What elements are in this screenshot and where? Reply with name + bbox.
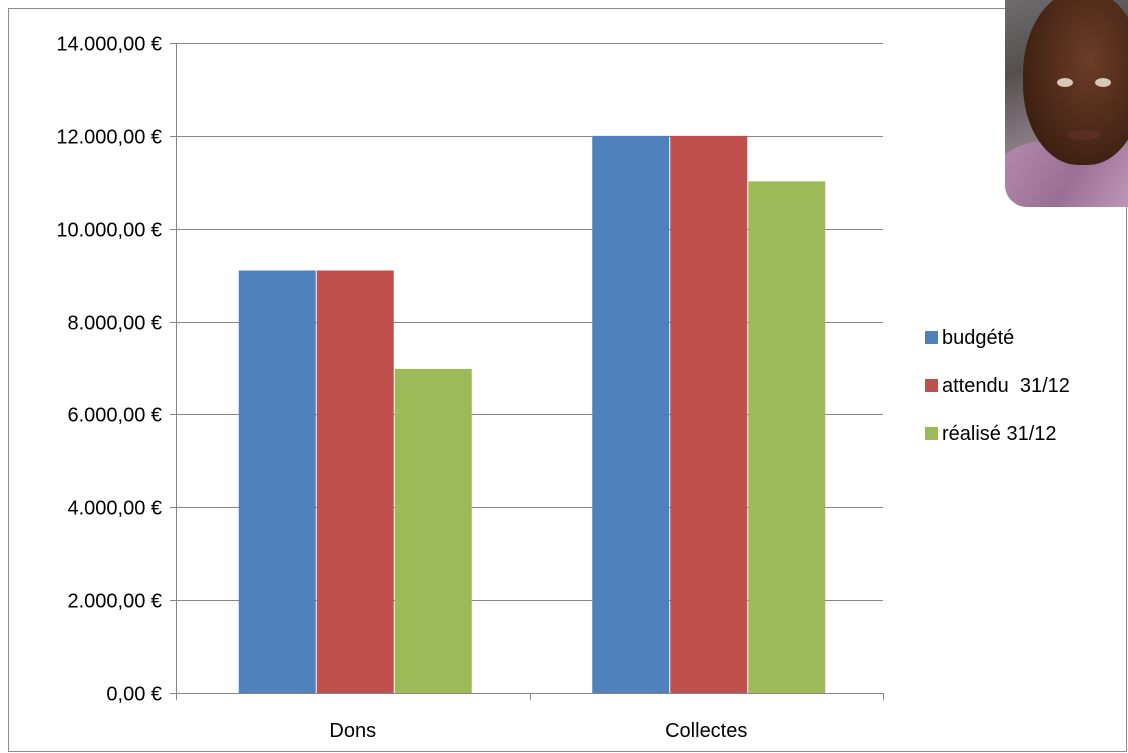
bar-2-0 <box>394 368 472 693</box>
y-tick-label: 8.000,00 € <box>67 313 162 335</box>
bar-1-0 <box>316 270 394 693</box>
x-tick-label: Dons <box>329 720 376 742</box>
y-tick-label: 4.000,00 € <box>67 498 162 520</box>
photo-eye-right <box>1095 78 1111 87</box>
y-tick-label: 0,00 € <box>106 684 162 706</box>
legend: budgété attendu 31/12 réalisé 31/12 <box>925 327 1070 445</box>
legend-label: budgété <box>942 327 1014 349</box>
legend-label: attendu 31/12 <box>942 375 1070 397</box>
chart-frame <box>8 8 1127 752</box>
y-tick-label: 6.000,00 € <box>67 405 162 427</box>
portrait-photo <box>1005 0 1128 207</box>
bar-1-1 <box>670 135 748 693</box>
y-tick-label: 10.000,00 € <box>56 220 162 242</box>
photo-eye-left <box>1057 78 1073 87</box>
legend-label: réalisé 31/12 <box>942 423 1057 445</box>
bar-2-1 <box>748 181 826 693</box>
bar-0-0 <box>238 270 316 693</box>
bar-0-1 <box>592 135 670 693</box>
photo-face <box>1023 0 1128 165</box>
legend-swatch <box>925 379 938 392</box>
y-tick-label: 12.000,00 € <box>56 127 162 149</box>
bars <box>238 135 826 693</box>
y-tick-label: 2.000,00 € <box>67 591 162 613</box>
axes: 0,00 € 2.000,00 € 4.000,00 € 6.000,00 € 8.00… <box>56 34 884 742</box>
photo-mouth <box>1067 130 1101 140</box>
x-tick-label: Collectes <box>665 720 747 742</box>
legend-swatch <box>925 427 938 440</box>
y-tick-label: 14.000,00 € <box>56 34 162 56</box>
legend-swatch <box>925 331 938 344</box>
